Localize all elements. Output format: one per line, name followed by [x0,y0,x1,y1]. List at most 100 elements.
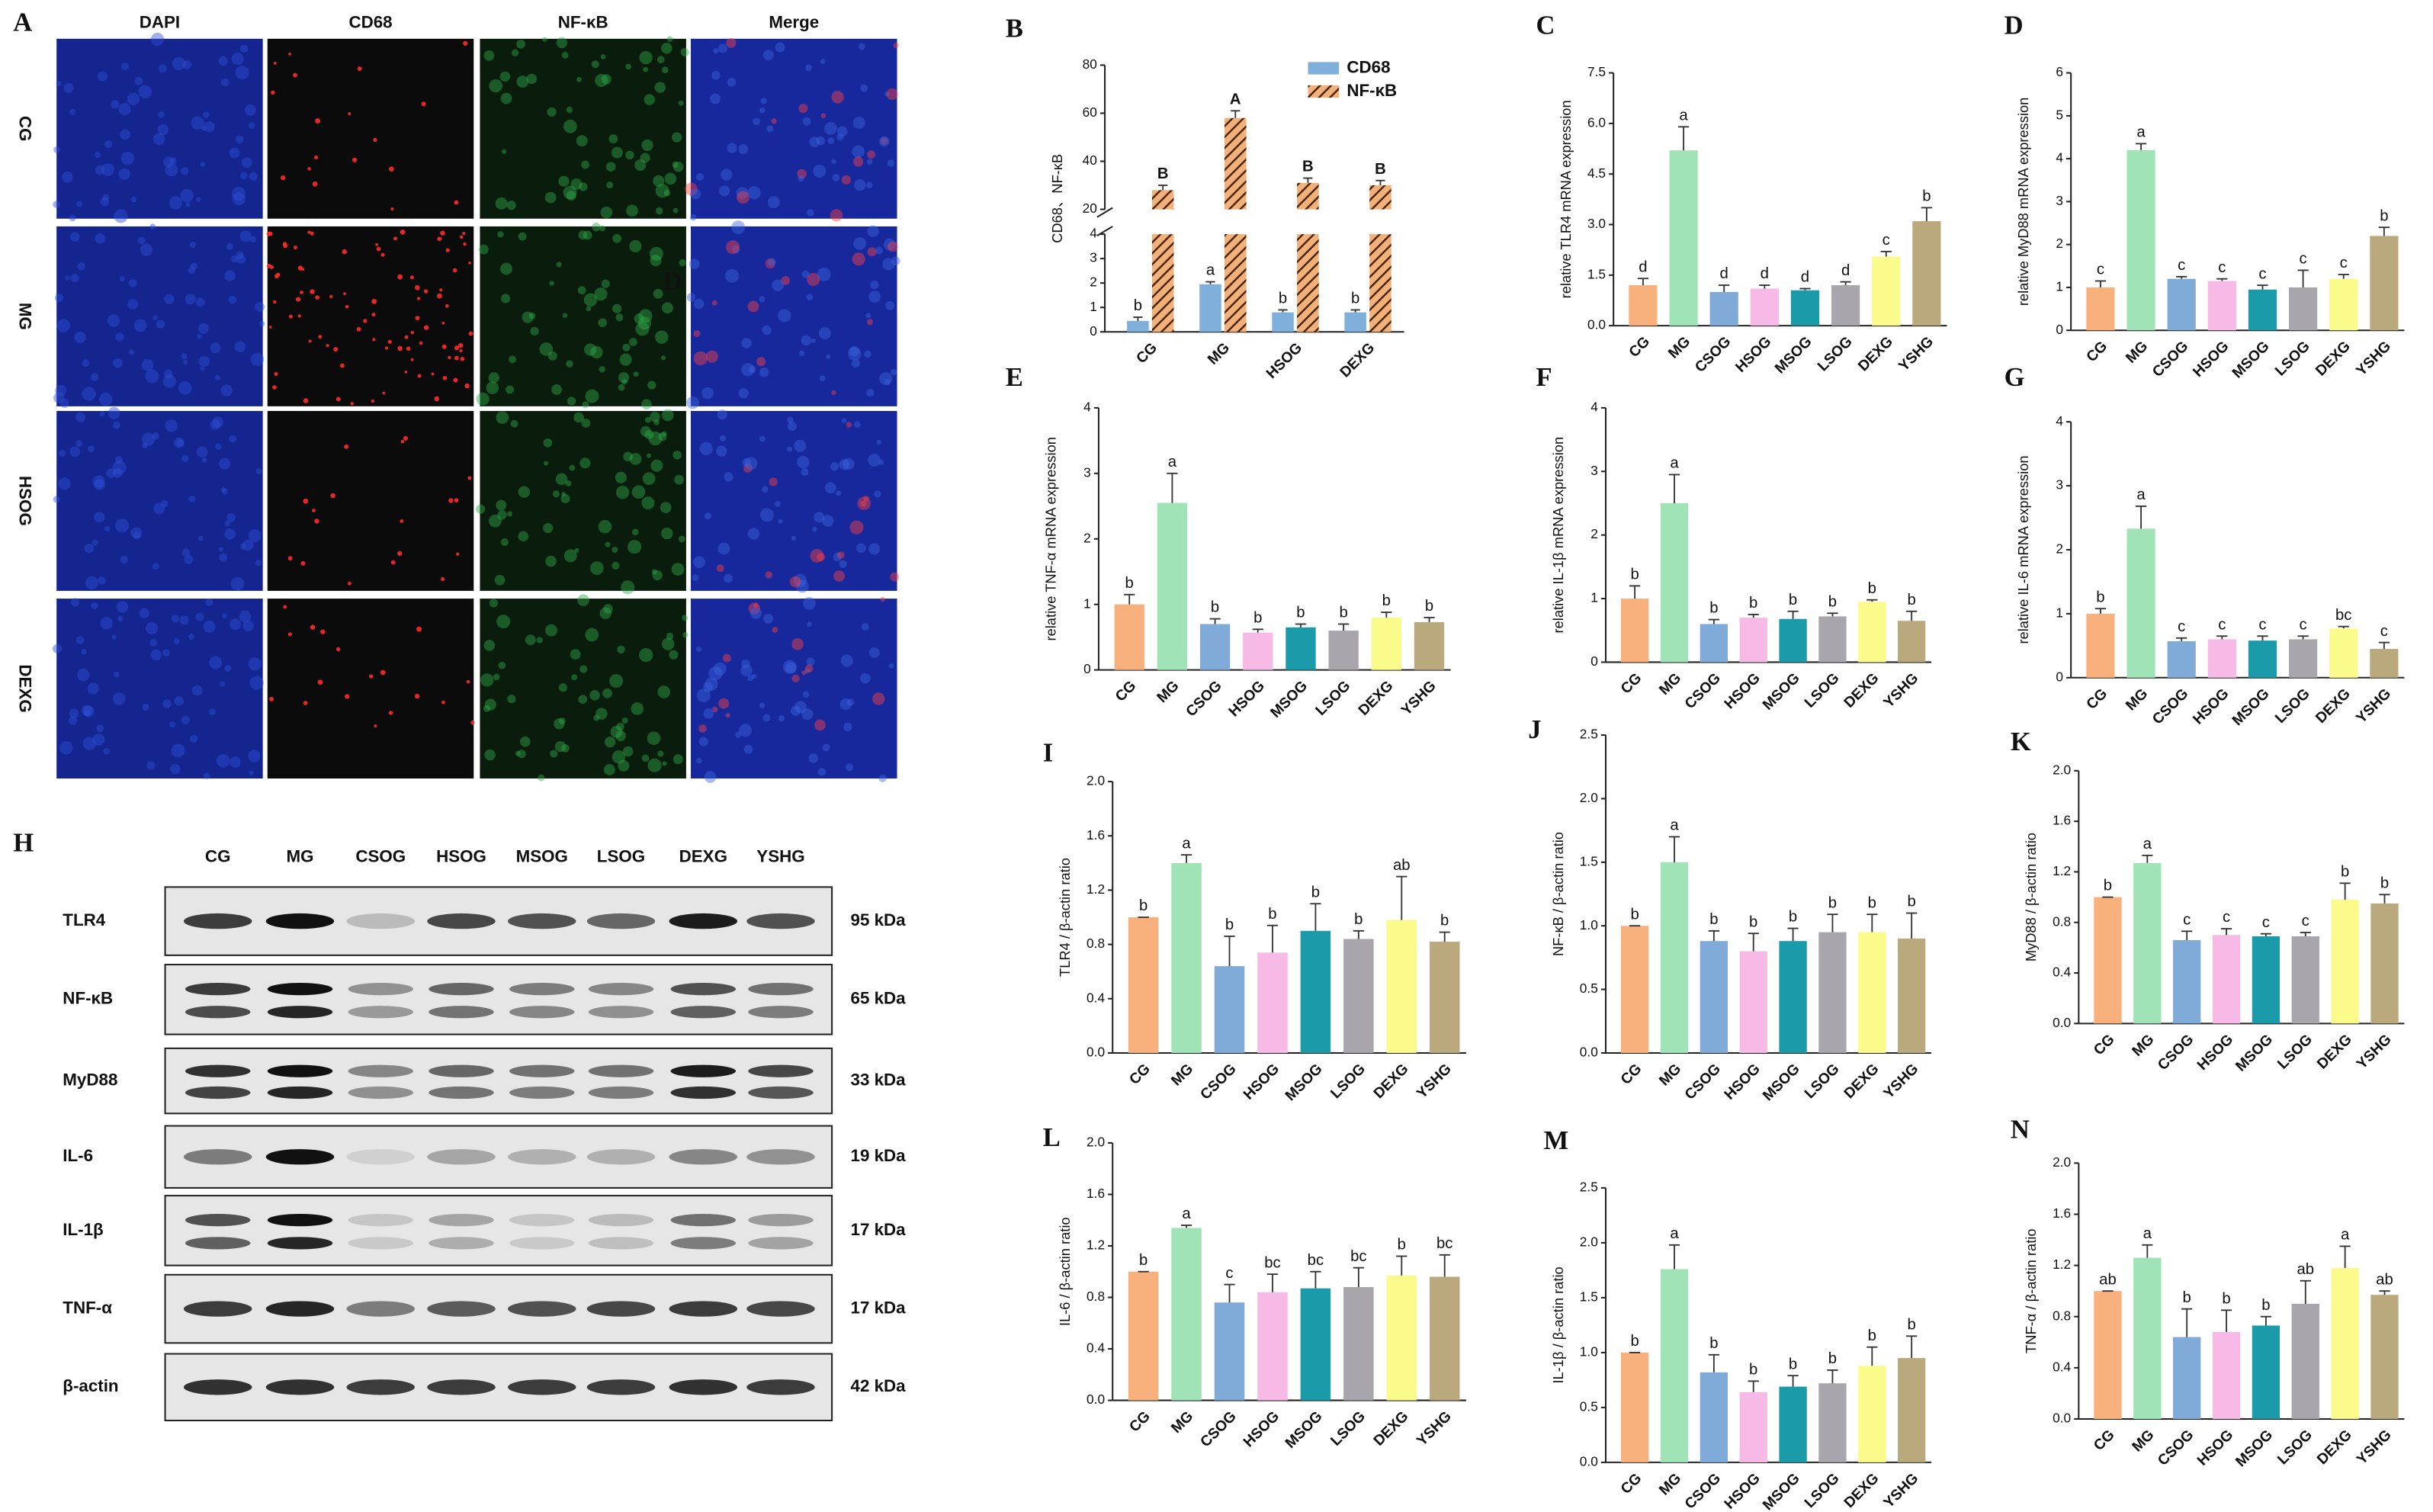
significance-label: b [1125,575,1134,592]
bar [1739,618,1767,663]
micrograph-speck [205,598,213,607]
micrograph-speck [818,327,831,340]
micrograph-speck [560,493,570,504]
micrograph-speck [315,295,319,300]
significance-label: b [1749,913,1757,930]
micrograph-speck [195,297,205,307]
micrograph-speck [120,129,130,140]
micrograph-speck [884,378,891,386]
panel-label: M [1544,1126,1569,1155]
micrograph-speck [594,287,608,301]
significance-label: B [1302,159,1314,175]
band [265,1301,335,1317]
micrograph-speck [375,242,378,246]
micrograph-speck [295,297,301,302]
micrograph-speck [329,294,333,299]
micrograph-speck [53,496,60,503]
micrograph-speck [496,411,509,424]
bar [1225,234,1247,332]
micrograph-speck [303,498,309,504]
band [185,1064,251,1077]
significance-label: bc [1264,1254,1280,1271]
micrograph-speck [543,522,554,534]
micrograph-speck [162,649,170,656]
micrograph-speck [162,374,176,388]
y-axis-label: TLR4 / β-actin ratio [1057,858,1073,977]
y-tick-label: 4.5 [1587,165,1606,181]
x-tick-label: DEXG [1371,1061,1412,1103]
micrograph-speck [421,101,426,107]
significance-label: b [2222,1290,2230,1307]
bar [1386,920,1417,1053]
micrograph-speck [369,674,374,679]
micrograph-speck [782,660,798,674]
micrograph-speck [640,425,651,437]
micrograph-speck [661,66,669,74]
micrograph-speck [165,163,178,177]
micrograph-speck [716,564,724,573]
significance-label: b [1268,906,1276,923]
micrograph-speck [831,91,844,104]
bar [1898,938,1926,1053]
micrograph-speck [300,560,306,566]
micrograph-speck [748,365,756,374]
micrograph-speck [726,37,737,48]
micrograph-speck [601,74,611,85]
micrograph-speck [229,435,236,443]
y-tick-label: 1 [2056,279,2063,294]
micrograph-speck [801,335,812,346]
y-tick-label: 40 [1083,152,1097,168]
micrograph-speck [220,487,226,493]
micrograph-speck [139,608,150,618]
micrograph-speck [654,82,666,93]
lane-label: DEXG [679,847,727,866]
x-tick-label: LSOG [2272,339,2313,380]
band [588,1006,654,1019]
micrograph-speck [345,304,349,309]
legend-swatch [1308,85,1340,98]
y-tick-label: 3 [2056,477,2063,493]
significance-label: b [1789,592,1797,608]
significance-label: b [1749,595,1757,612]
micrograph-speck [239,44,249,53]
bar [1858,1366,1886,1462]
micrograph-speck [222,613,227,619]
micrograph-speck [374,724,377,728]
micrograph-speck [219,681,226,687]
micrograph-speck [518,486,531,498]
micrograph-speck [220,78,229,87]
lane-label: MSOG [516,847,568,866]
micrograph-speck [441,577,445,581]
y-tick-label: 0.0 [1087,1045,1105,1060]
micrograph-speck [409,275,414,280]
micrograph-speck [363,319,368,323]
micrograph-speck [642,472,656,486]
micrograph-speck [269,696,274,701]
micrograph-speck [703,708,714,719]
bar [1739,951,1767,1053]
bar [2252,1325,2281,1419]
y-tick-label: 0.0 [1580,1045,1598,1060]
micrograph-speck [448,498,454,503]
micrograph-speck [152,563,159,570]
micrograph-speck [536,637,543,644]
y-axis-label: relative IL-6 mRNA expression [2015,455,2031,644]
micrograph-speck [180,188,194,203]
x-tick-label: HSOG [1733,334,1775,376]
micrograph-speck [600,206,613,219]
x-tick-label: CSOG [1183,678,1225,720]
micrograph-speck [858,43,865,50]
micrograph-speck [804,664,814,673]
micrograph [691,410,897,591]
micrograph-speck [747,528,760,540]
micrograph-speck [70,232,80,242]
y-tick-label: 0.8 [2053,913,2071,929]
y-tick-label: 2.0 [1580,1234,1598,1249]
band [429,1064,494,1077]
significance-label: c [2380,623,2388,640]
x-tick-label: CG [1618,1471,1645,1498]
y-tick-label: 3 [1083,464,1091,480]
micrograph-speck [738,144,749,155]
micrograph-speck [82,737,96,750]
micrograph-speck [820,59,826,64]
